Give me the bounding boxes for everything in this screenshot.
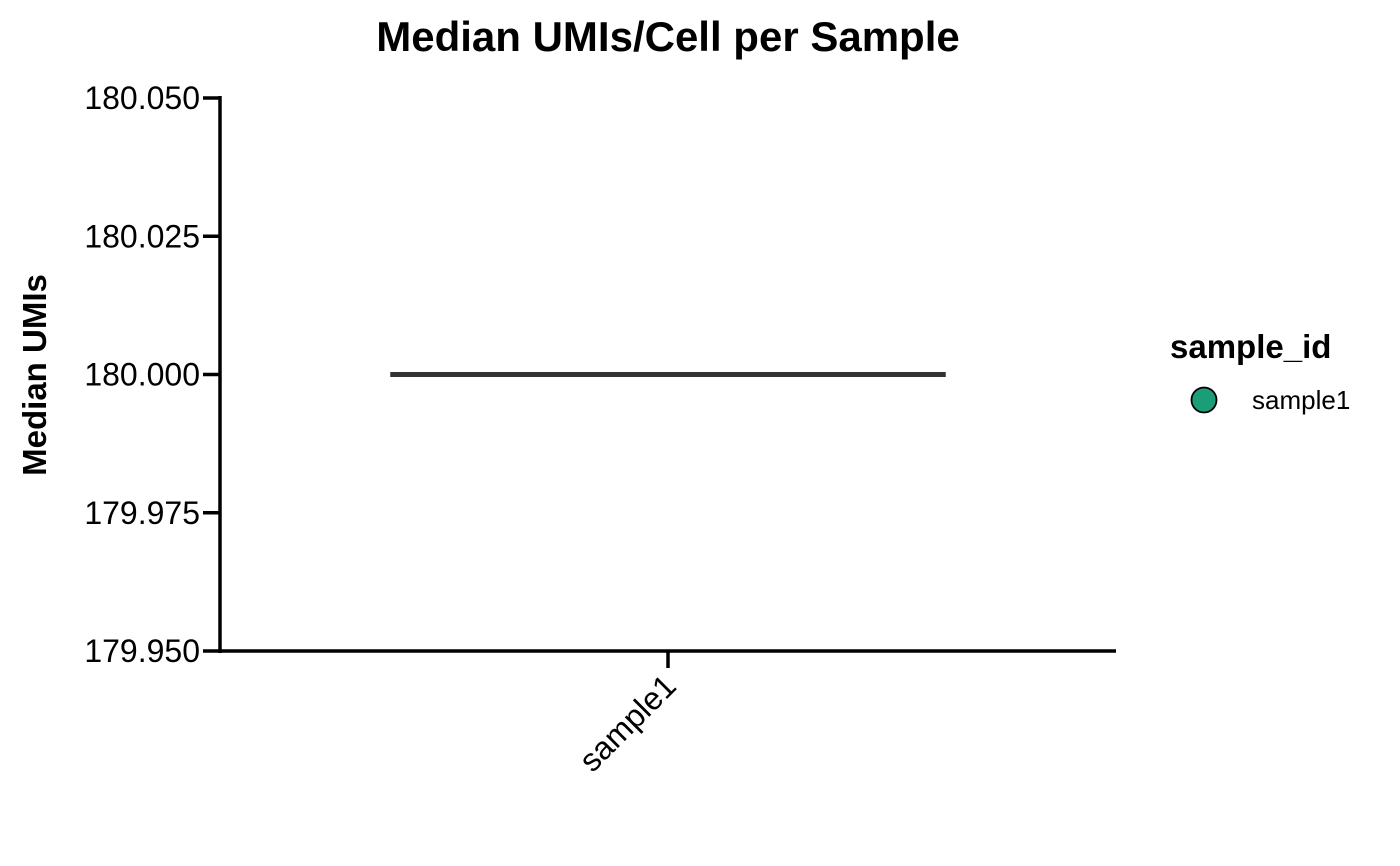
y-axis-title: Median UMIs	[16, 274, 53, 476]
x-tick-label: sample1	[572, 667, 683, 778]
y-tick-label: 180.025	[84, 218, 200, 254]
x-axis: sample1	[218, 649, 1116, 778]
chart-title: Median UMIs/Cell per Sample	[376, 13, 960, 60]
y-tick-label: 180.050	[84, 80, 200, 116]
legend-label: sample1	[1252, 385, 1350, 415]
legend: sample_id sample1	[1170, 328, 1350, 415]
y-tick-label: 180.000	[84, 357, 200, 393]
y-axis: 179.950 179.975 180.000 180.025 180.050	[84, 80, 222, 669]
y-tick-label: 179.975	[84, 495, 200, 531]
y-tick-label: 179.950	[84, 633, 200, 669]
legend-key	[1190, 386, 1218, 414]
legend-title: sample_id	[1170, 328, 1331, 365]
